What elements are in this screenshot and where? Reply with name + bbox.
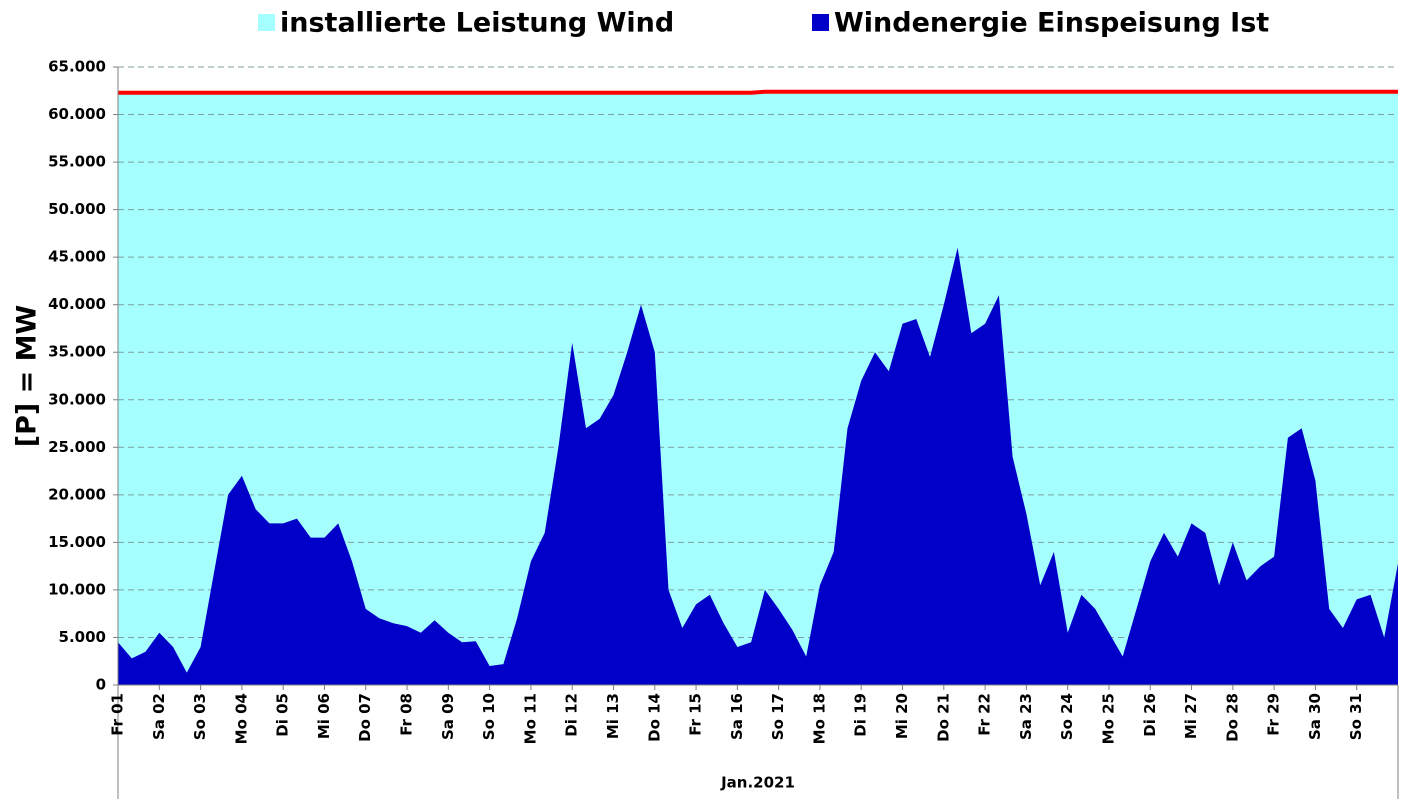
legend-swatch	[812, 14, 829, 31]
legend-label: Windenergie Einspeisung Ist	[834, 8, 1269, 39]
x-tick-label: So 17	[769, 693, 787, 740]
x-tick-label: Mo 04	[232, 693, 250, 744]
x-tick-label: Do 07	[356, 693, 374, 742]
x-tick-label: Di 12	[563, 693, 581, 737]
area	[118, 247, 1398, 685]
area	[118, 91, 1398, 685]
x-tick-label: Mo 25	[1099, 693, 1117, 744]
x-tick-label: Sa 16	[728, 693, 746, 740]
x-tick-label: Fr 08	[398, 693, 416, 736]
y-tick-label: 55.000	[48, 153, 106, 171]
legend-label: installierte Leistung Wind	[280, 8, 674, 39]
x-tick-label: Do 21	[934, 693, 952, 742]
x-tick-label: Mi 13	[604, 693, 622, 739]
y-tick-label: 20.000	[48, 485, 106, 503]
y-tick-label: 30.000	[48, 390, 106, 408]
x-tick-label: Sa 09	[439, 693, 457, 740]
y-tick-label: 50.000	[48, 200, 106, 218]
x-tick-label: Fr 01	[109, 693, 127, 736]
y-tick-label: 10.000	[48, 580, 106, 598]
x-tick-label: Do 28	[1223, 693, 1241, 742]
x-tick-label: So 03	[191, 693, 209, 740]
legend-swatch	[258, 14, 275, 31]
x-tick-label: Mi 20	[893, 693, 911, 739]
y-axis-title: [P] = MW	[12, 305, 43, 448]
capacity-line	[118, 89, 1398, 95]
x-tick-label: So 24	[1058, 693, 1076, 740]
x-tick-label: Di 26	[1141, 693, 1159, 737]
x-tick-label: Mo 11	[521, 693, 539, 744]
x-tick-label: So 31	[1347, 693, 1365, 740]
x-tick-label: Fr 29	[1265, 693, 1283, 736]
x-tick-label: Sa 30	[1306, 693, 1324, 740]
y-tick-label: 5.000	[59, 628, 106, 646]
y-tick-label: 35.000	[48, 343, 106, 361]
y-tick-label: 25.000	[48, 438, 106, 456]
x-tick-label: Mi 27	[1182, 693, 1200, 739]
y-tick-label: 15.000	[48, 533, 106, 551]
x-tick-label: So 10	[480, 693, 498, 740]
x-tick-label: Fr 15	[687, 693, 705, 736]
x-tick-label: Fr 22	[976, 693, 994, 736]
x-tick-label: Di 19	[852, 693, 870, 737]
x-tick-label: Mo 18	[810, 693, 828, 744]
x-tick-label: Mi 06	[315, 693, 333, 739]
x-tick-label: Do 14	[645, 693, 663, 742]
y-tick-label: 40.000	[48, 295, 106, 313]
y-tick-label: 65.000	[48, 58, 106, 76]
x-tick-label: Di 05	[274, 693, 292, 737]
x-axis-title: Jan.2021	[720, 774, 795, 792]
y-tick-label: 45.000	[48, 248, 106, 266]
x-tick-label: Sa 23	[1017, 693, 1035, 740]
y-tick-label: 0	[96, 676, 106, 694]
y-tick-label: 60.000	[48, 105, 106, 123]
x-tick-label: Sa 02	[150, 693, 168, 740]
